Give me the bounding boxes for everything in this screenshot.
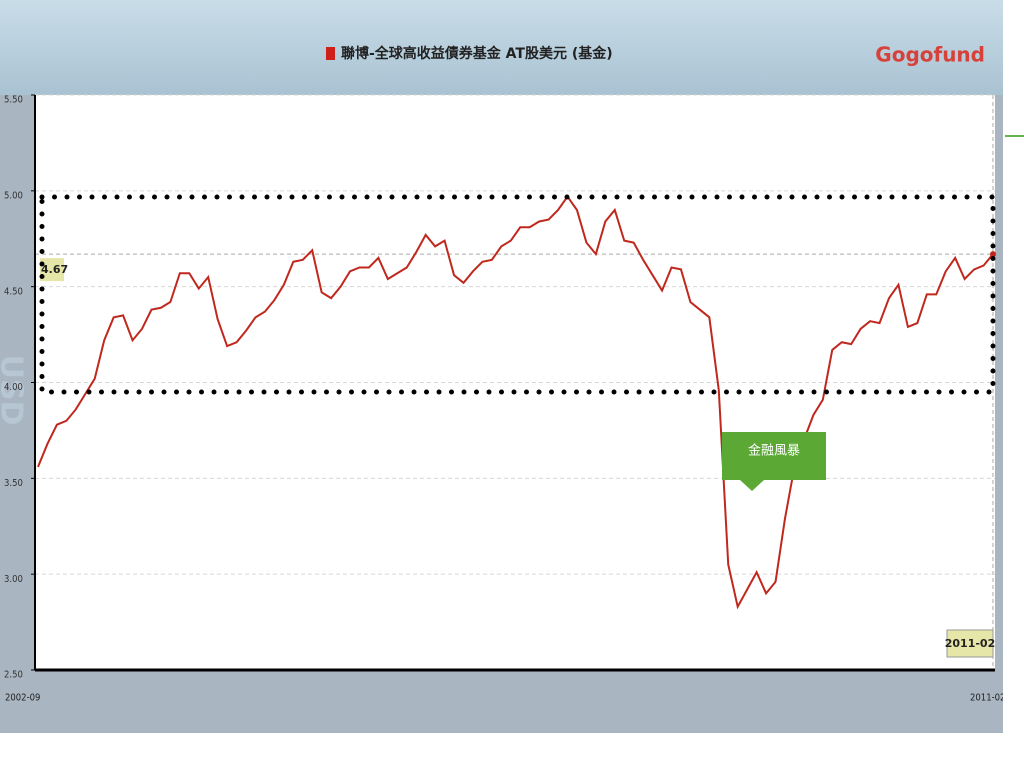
callout-pointer <box>740 480 764 491</box>
x-tick-label: 2011-02 <box>970 692 1005 704</box>
legend-label: 聯博-全球高收益債券基金 AT股美元 (基金) <box>341 45 613 62</box>
date-tag-label: 2011-02 <box>945 637 996 650</box>
callout <box>722 432 826 480</box>
callout-label: 金融風暴 <box>748 443 800 459</box>
end-point <box>990 251 996 258</box>
y-tick-label: 5.50 <box>4 94 23 106</box>
chart-layer: 2.50 3.00 3.50 4.00 4.50 5.00 5.50 2002-09 2011-… <box>4 94 1005 704</box>
header <box>0 0 1003 95</box>
legend-swatch <box>326 47 335 60</box>
y-tick-label: 5.00 <box>4 190 23 202</box>
value-tag <box>40 258 64 282</box>
y-tick-label: 4.00 <box>4 382 23 394</box>
y-tick-label: 2.50 <box>4 669 23 681</box>
x-tick-label: 2002-09 <box>5 692 41 704</box>
brand: Gogofund <box>875 43 985 67</box>
y-axis-label: USD <box>0 355 29 426</box>
y-tick-label: 3.00 <box>4 573 23 585</box>
y-tick-label: 4.50 <box>4 286 23 298</box>
line-series <box>37 194 994 610</box>
y-tick-label: 3.50 <box>4 477 23 489</box>
value-tag-label: 4.67 <box>41 263 68 276</box>
date-tag <box>946 629 994 658</box>
highlight-box <box>39 194 996 395</box>
